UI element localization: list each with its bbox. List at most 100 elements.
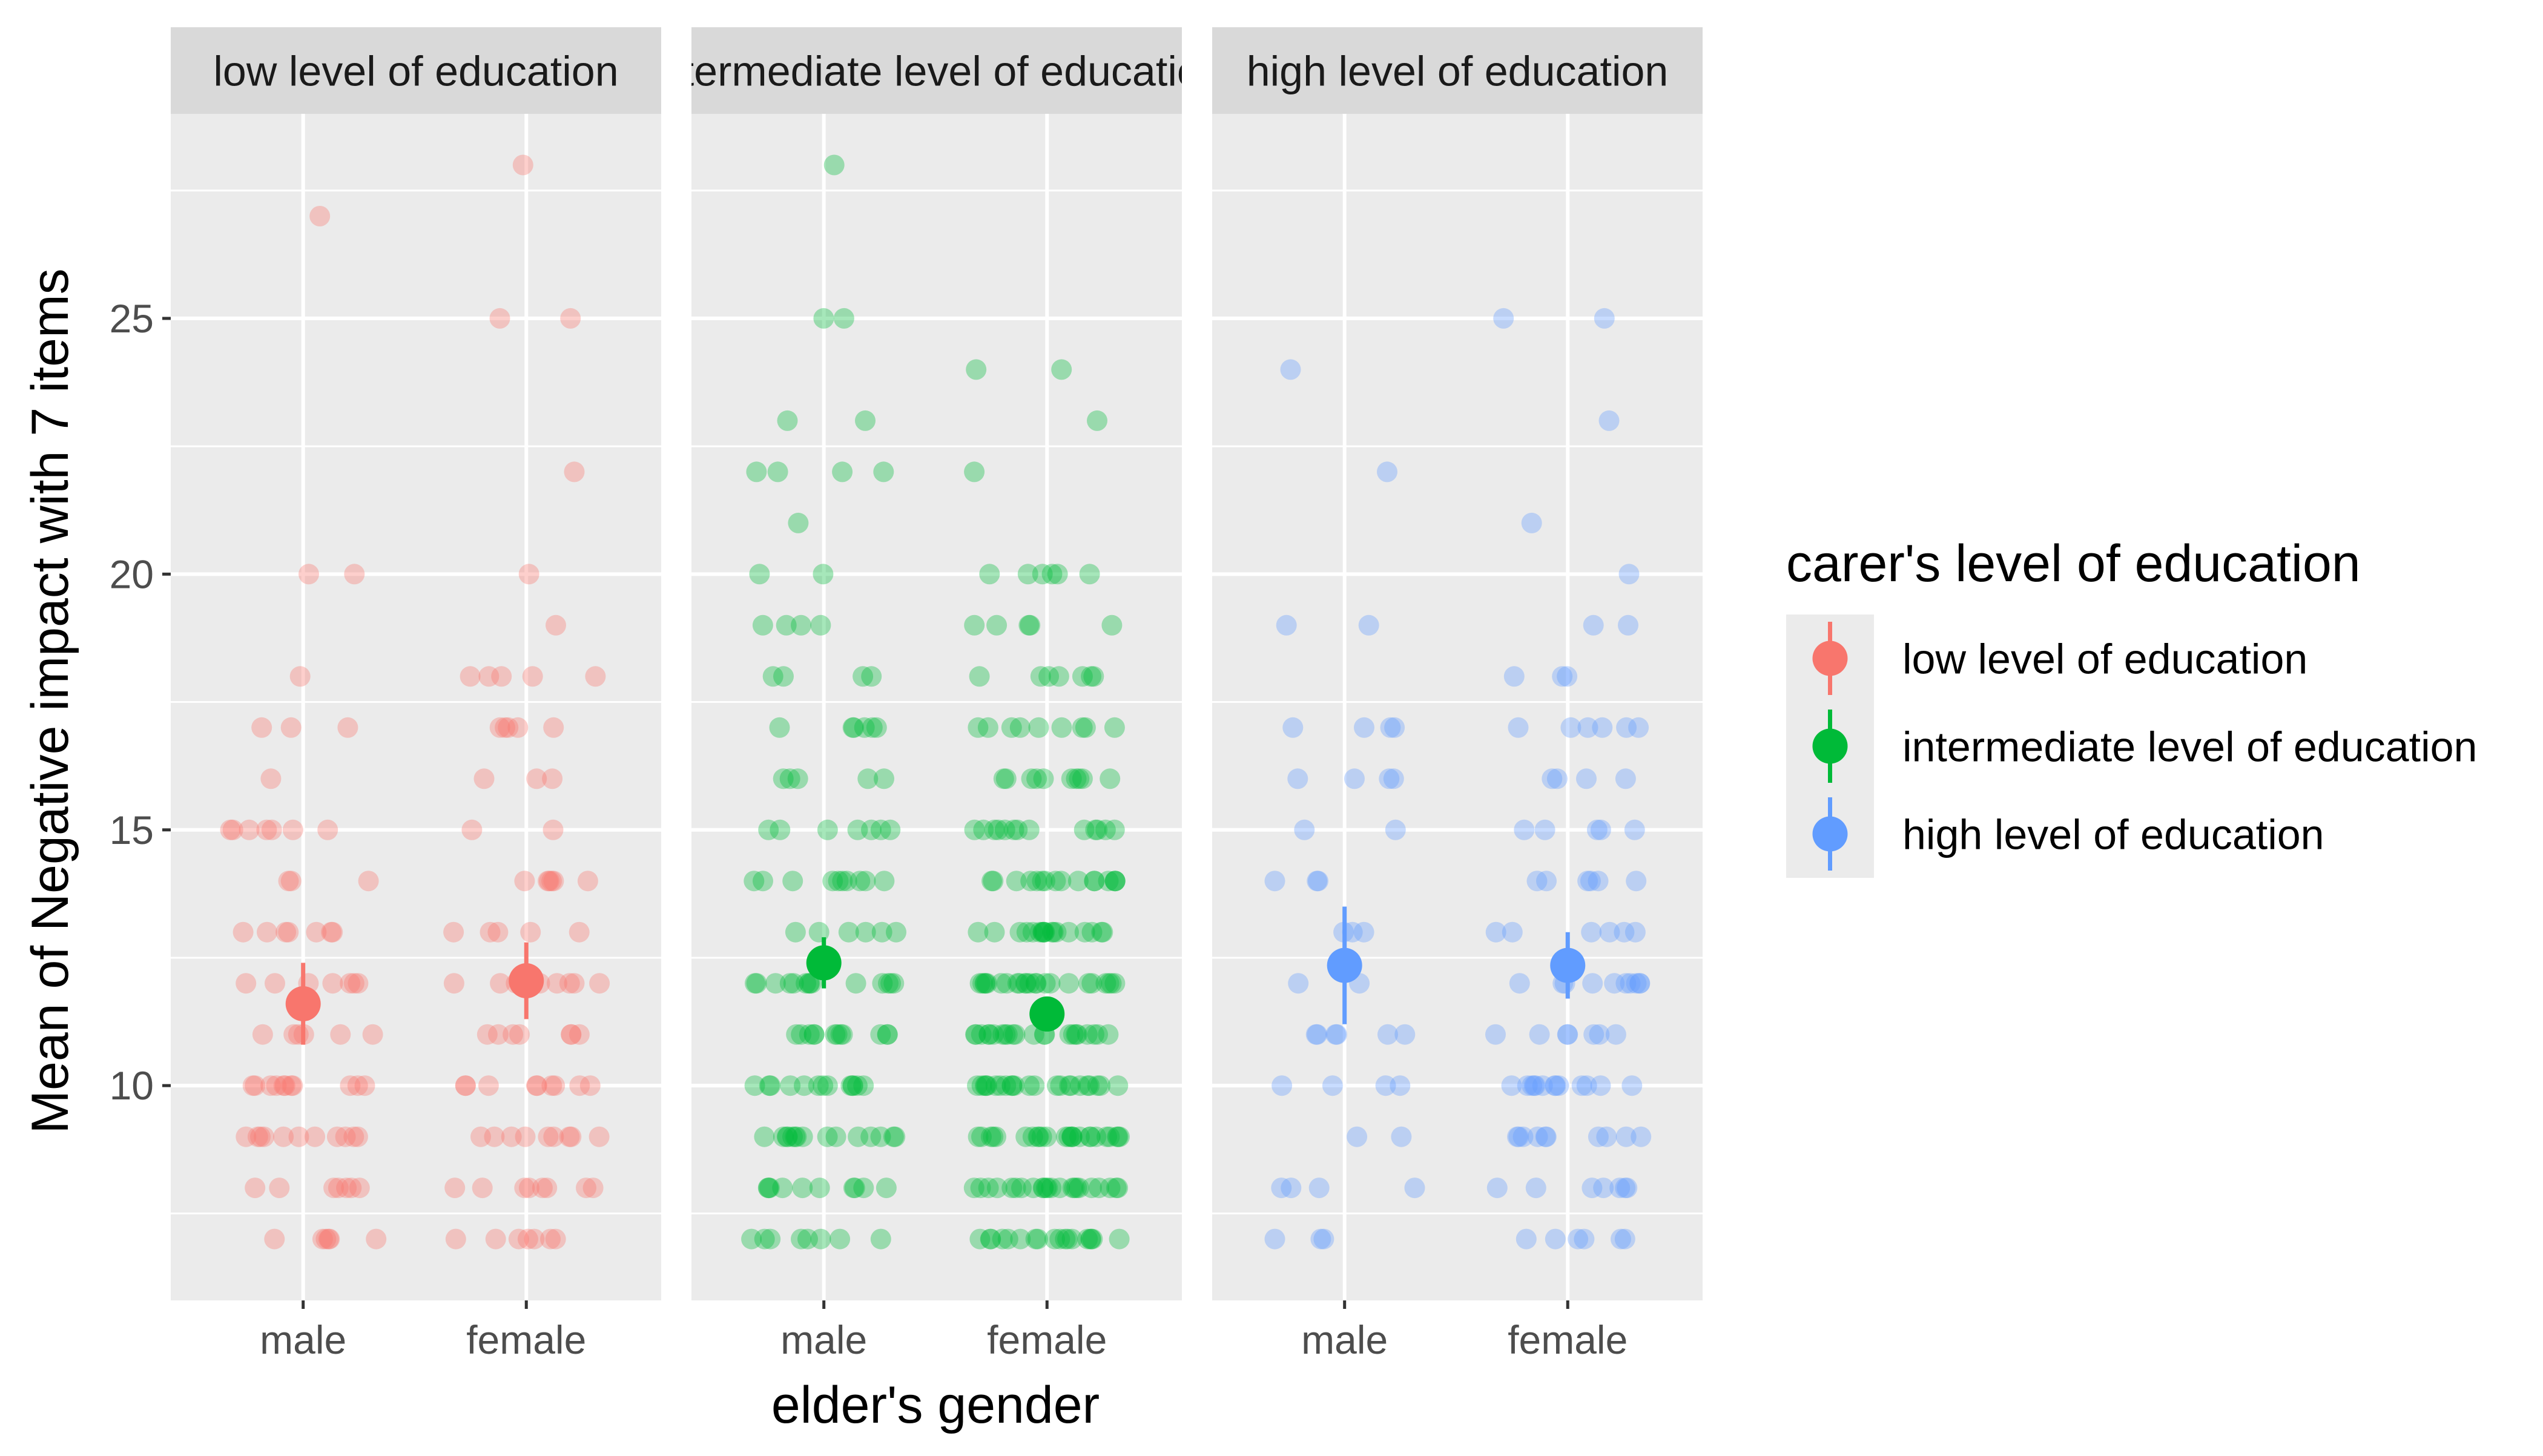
data-point xyxy=(1272,1075,1293,1096)
data-point xyxy=(347,1075,368,1096)
data-point xyxy=(1082,1228,1103,1250)
data-point xyxy=(1525,1178,1546,1199)
data-point xyxy=(1629,973,1651,994)
data-point xyxy=(1041,564,1063,585)
data-point xyxy=(992,1228,1013,1250)
data-point xyxy=(1015,973,1036,994)
data-point xyxy=(1033,768,1054,789)
data-point xyxy=(1003,819,1024,840)
data-point xyxy=(758,819,779,840)
data-point xyxy=(1615,1126,1637,1147)
data-point xyxy=(1001,1075,1023,1096)
data-point xyxy=(1485,1024,1506,1045)
data-point xyxy=(273,1075,294,1096)
data-point xyxy=(1038,666,1060,687)
data-point xyxy=(1588,1126,1609,1147)
data-point xyxy=(1571,1075,1592,1096)
data-point xyxy=(788,512,809,533)
data-point xyxy=(478,1075,499,1096)
data-point xyxy=(366,1228,387,1250)
data-point xyxy=(853,666,874,687)
data-point xyxy=(1580,871,1601,892)
data-point xyxy=(561,1024,582,1045)
data-point xyxy=(472,1178,493,1199)
data-point xyxy=(1048,666,1069,687)
facet-strip xyxy=(1212,27,1703,114)
data-point xyxy=(1545,1075,1565,1096)
data-point xyxy=(1516,1228,1537,1250)
data-point xyxy=(1009,973,1030,994)
data-point xyxy=(1107,1178,1129,1199)
data-point xyxy=(883,973,905,994)
data-point xyxy=(880,819,901,840)
data-point xyxy=(1061,1126,1082,1147)
data-point xyxy=(322,973,343,994)
data-point xyxy=(579,1075,601,1096)
data-point xyxy=(1045,871,1066,892)
data-point xyxy=(1590,1075,1611,1096)
data-point xyxy=(1069,1178,1090,1199)
data-point xyxy=(321,921,342,943)
data-point xyxy=(968,1126,989,1147)
data-point xyxy=(1104,871,1126,892)
data-point xyxy=(968,717,989,738)
data-point xyxy=(741,1228,762,1250)
data-point xyxy=(1354,717,1374,738)
data-point xyxy=(1615,973,1637,994)
data-point xyxy=(1011,1178,1032,1199)
data-point xyxy=(322,921,343,943)
data-point xyxy=(1055,1228,1076,1250)
data-point xyxy=(1310,1228,1331,1250)
data-point xyxy=(1576,1075,1597,1096)
data-point xyxy=(973,819,994,840)
data-point xyxy=(978,1024,1000,1045)
data-point xyxy=(843,717,865,738)
data-point xyxy=(969,1228,991,1250)
data-point xyxy=(878,973,899,994)
data-point xyxy=(847,1075,868,1096)
data-point xyxy=(1095,973,1116,994)
data-point xyxy=(1081,666,1102,687)
data-point xyxy=(1057,1228,1078,1250)
data-point xyxy=(799,973,820,994)
data-point xyxy=(1032,921,1054,943)
data-point xyxy=(1087,410,1107,431)
data-point xyxy=(870,1126,891,1147)
data-point xyxy=(1384,717,1405,738)
data-point xyxy=(490,973,511,994)
data-point xyxy=(515,1126,536,1147)
data-point xyxy=(1535,1126,1557,1147)
data-point xyxy=(522,666,543,687)
data-point xyxy=(825,1024,846,1045)
legend-item-intermediate-level-of-education: intermediate level of education xyxy=(1786,702,2477,790)
data-point xyxy=(1281,1178,1302,1199)
data-point xyxy=(564,973,585,994)
data-point xyxy=(1081,921,1103,943)
data-point xyxy=(1596,1126,1617,1147)
data-point xyxy=(1394,1024,1416,1045)
data-point xyxy=(965,1024,986,1045)
data-point xyxy=(794,1075,814,1096)
data-point xyxy=(1588,871,1609,892)
data-point xyxy=(540,1228,561,1250)
data-point xyxy=(1023,1178,1044,1199)
data-point xyxy=(1009,921,1031,943)
data-point xyxy=(280,871,302,892)
data-point xyxy=(877,1024,898,1045)
data-point xyxy=(1109,1228,1130,1250)
data-point xyxy=(996,973,1017,994)
data-point xyxy=(1074,819,1095,840)
data-point xyxy=(1025,1228,1046,1250)
data-point xyxy=(782,1126,803,1147)
data-point xyxy=(1307,1024,1328,1045)
panel-background xyxy=(171,114,661,1300)
data-point xyxy=(1004,1075,1025,1096)
data-point xyxy=(874,871,895,892)
data-point xyxy=(1015,1126,1037,1147)
data-point xyxy=(1529,1024,1550,1045)
data-point xyxy=(1032,564,1053,585)
data-point xyxy=(783,973,804,994)
data-point xyxy=(245,1178,266,1199)
data-point xyxy=(1620,973,1641,994)
data-point xyxy=(538,1126,559,1147)
